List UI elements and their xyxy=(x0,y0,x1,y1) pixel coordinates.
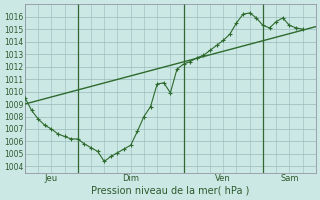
X-axis label: Pression niveau de la mer( hPa ): Pression niveau de la mer( hPa ) xyxy=(91,186,250,196)
